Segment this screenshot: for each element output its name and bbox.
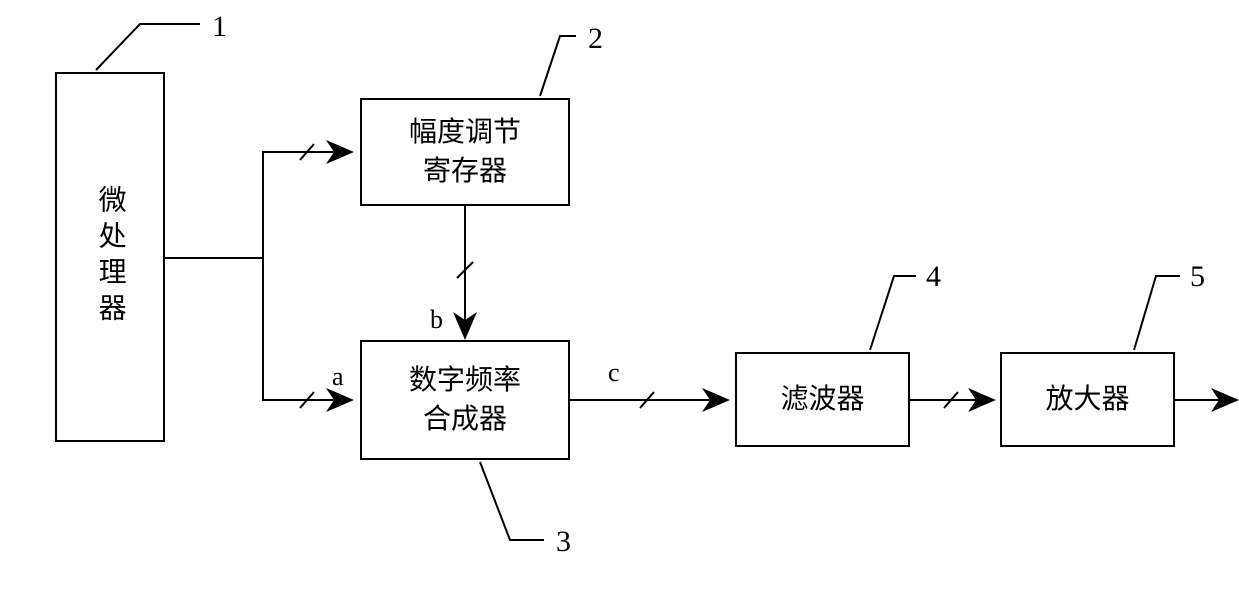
port-c: c — [608, 358, 620, 388]
node-amp-adjust-register: 幅度调节 寄存器 — [360, 98, 570, 206]
ref-3: 3 — [556, 525, 571, 559]
ref-1: 1 — [212, 10, 227, 44]
ref-5: 5 — [1190, 260, 1205, 294]
node-microprocessor: 微处理器 — [55, 72, 165, 442]
diagram-canvas: 微处理器 幅度调节 寄存器 数字频率 合成器 滤波器 放大器 1 2 3 4 5… — [0, 0, 1239, 592]
port-a: a — [332, 362, 344, 392]
node-digital-freq-synth: 数字频率 合成器 — [360, 340, 570, 460]
ref-4: 4 — [926, 260, 941, 294]
ref-2: 2 — [588, 22, 603, 56]
node-label: 放大器 — [1045, 380, 1129, 419]
node-label: 微处理器 — [90, 185, 129, 329]
port-b: b — [430, 305, 443, 335]
node-label: 数字频率 合成器 — [409, 361, 521, 439]
node-amplifier: 放大器 — [1000, 352, 1175, 447]
node-filter: 滤波器 — [735, 352, 910, 447]
node-label: 滤波器 — [780, 380, 864, 419]
edges-overlay — [0, 0, 1239, 592]
node-label: 幅度调节 寄存器 — [409, 113, 521, 191]
